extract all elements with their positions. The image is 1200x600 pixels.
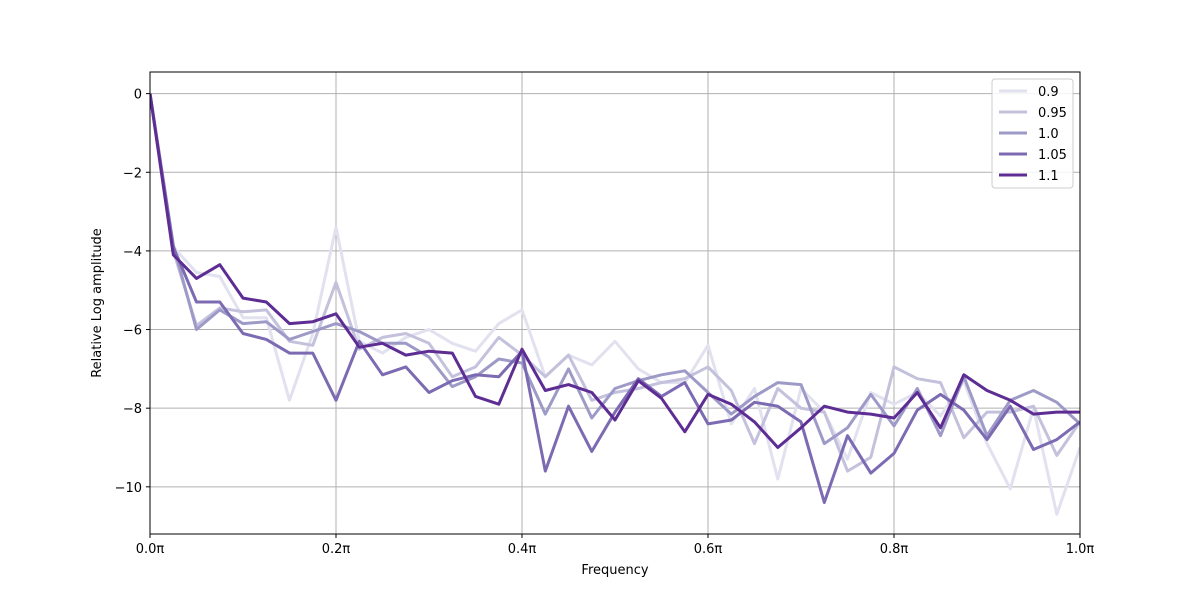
y-axis-label: Relative Log amplitude bbox=[90, 228, 105, 378]
legend-label: 1.0 bbox=[1038, 127, 1059, 142]
series-line-1.1 bbox=[150, 93, 1080, 449]
series-lines bbox=[150, 93, 1080, 516]
series-line-0.95 bbox=[150, 93, 1080, 473]
y-tick-label: −8 bbox=[123, 402, 142, 417]
grid bbox=[149, 72, 1081, 534]
y-tick-label: −2 bbox=[123, 166, 142, 181]
legend-box bbox=[991, 78, 1074, 189]
plot-frame bbox=[149, 71, 1081, 535]
x-tick-label: 0.4π bbox=[508, 542, 537, 557]
series-line-0.9 bbox=[150, 93, 1080, 516]
x-tick-label: 0.6π bbox=[694, 542, 723, 557]
x-tick-label: 0.0π bbox=[136, 542, 165, 557]
x-axis-label: Frequency bbox=[581, 563, 648, 578]
x-tick-label: 1.0π bbox=[1066, 542, 1095, 557]
legend: 0.9 0.95 1.0 1.05 1.1 bbox=[991, 78, 1074, 189]
y-tick-label: 0 bbox=[134, 88, 142, 103]
legend-label: 1.05 bbox=[1038, 148, 1067, 163]
x-tick-label: 0.2π bbox=[322, 542, 351, 557]
legend-label: 0.95 bbox=[1038, 106, 1067, 121]
y-tick-label: −10 bbox=[115, 481, 142, 496]
y-tick-label: −6 bbox=[123, 324, 142, 339]
y-tick-label: −4 bbox=[123, 245, 142, 260]
x-tick-label: 0.8π bbox=[880, 542, 909, 557]
axis-ticks: 0.0π 0.2π 0.4π 0.6π 0.8π 1.0π 0 −2 −4 −6 −8 −10 bbox=[115, 88, 1095, 557]
legend-label: 0.9 bbox=[1038, 85, 1059, 100]
legend-label: 1.1 bbox=[1038, 169, 1059, 184]
